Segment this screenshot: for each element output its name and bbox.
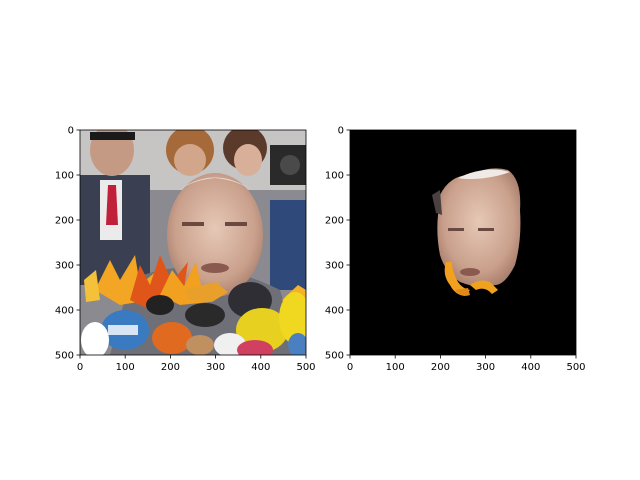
axes-frame-right <box>349 129 577 356</box>
right-x-tick-label: 500 <box>566 362 585 373</box>
microphones <box>81 282 306 355</box>
left-x-tick-label: 300 <box>206 362 225 373</box>
right-y-tick-label: 400 <box>325 306 344 317</box>
right-y-tick-label: 100 <box>325 171 344 182</box>
left-y-tick-label: 400 <box>55 306 74 317</box>
left-y-tick-label: 200 <box>55 216 74 227</box>
left-x-tick-label: 500 <box>296 362 315 373</box>
right-y-tick-label: 500 <box>325 351 344 362</box>
right-y-tick-label: 300 <box>325 261 344 272</box>
right-x-tick-label: 200 <box>431 362 450 373</box>
photo-crowd-image <box>80 130 306 355</box>
segmented-face-image <box>350 130 576 355</box>
left-y-tick-label: 300 <box>55 261 74 272</box>
right-x-tick-label: 400 <box>521 362 540 373</box>
axes-frame-left <box>79 129 307 356</box>
left-y-tick-label: 0 <box>68 126 74 137</box>
left-x-tick-label: 0 <box>77 362 83 373</box>
left-x-tick-label: 100 <box>116 362 135 373</box>
right-x-tick-label: 0 <box>347 362 353 373</box>
right-x-tick-label: 300 <box>476 362 495 373</box>
left-x-tick-label: 400 <box>251 362 270 373</box>
right-y-tick-label: 200 <box>325 216 344 227</box>
left-y-tick-label: 500 <box>55 351 74 362</box>
right-x-tick-label: 100 <box>386 362 405 373</box>
left-x-tick-label: 200 <box>161 362 180 373</box>
right-y-tick-label: 0 <box>338 126 344 137</box>
left-y-tick-label: 100 <box>55 171 74 182</box>
